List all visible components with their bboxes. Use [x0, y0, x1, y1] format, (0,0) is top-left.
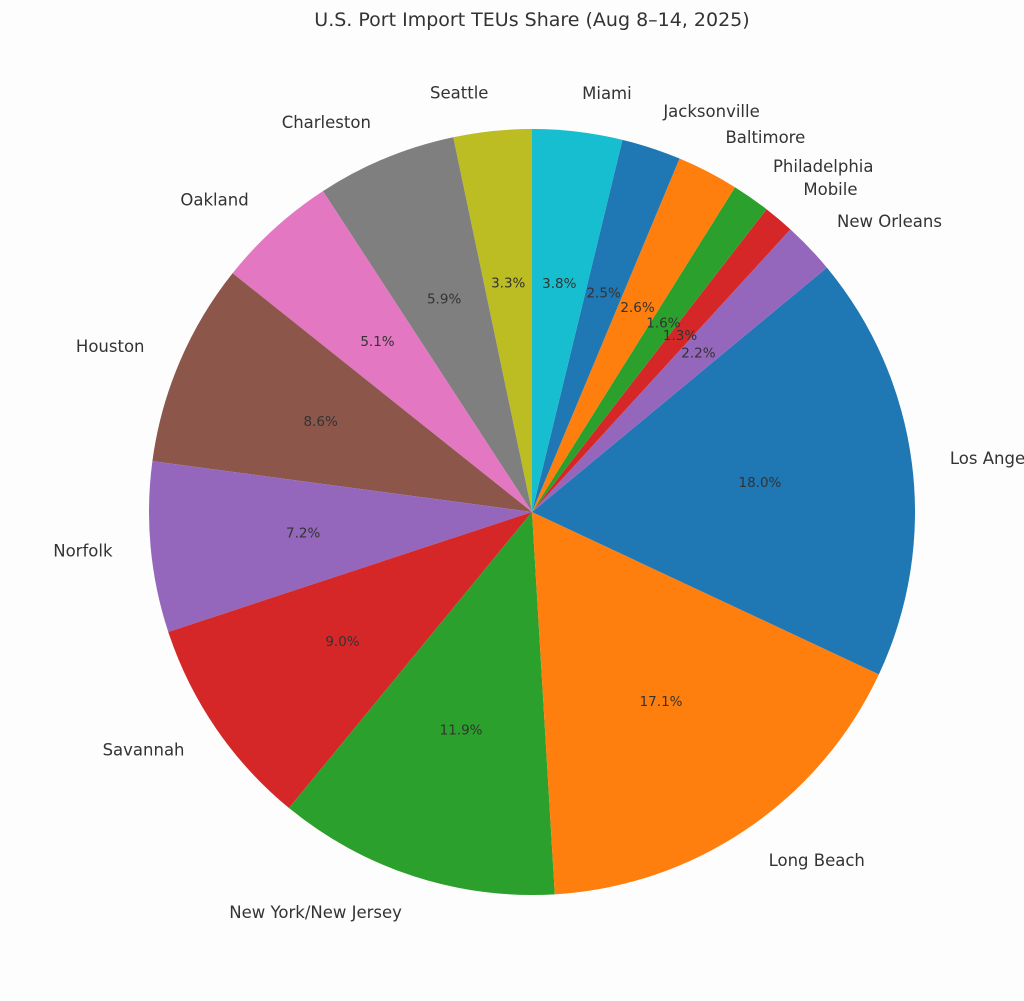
- pie-percent-label-los-angeles: 18.0%: [739, 475, 782, 491]
- pie-slice-label-mobile: Mobile: [803, 180, 857, 199]
- pie-percent-label-long-beach: 17.1%: [640, 694, 683, 710]
- pie-slice-label-charleston: Charleston: [282, 113, 371, 132]
- pie-percent-label-miami: 3.8%: [542, 276, 576, 292]
- pie-percent-labels: 3.3% 5.9% 5.1% 8.6% 7.2% 9.0% 11.9% 17.1% 18.0% 2…: [286, 275, 782, 738]
- pie-slice-label-savannah: Savannah: [103, 741, 185, 760]
- pie-slice-charleston: [322, 137, 532, 512]
- pie-percent-label-savannah: 9.0%: [325, 634, 359, 650]
- pie-percent-label-seattle: 3.3%: [491, 275, 525, 291]
- pie-slice-label-new-orleans: New Orleans: [837, 212, 942, 231]
- pie-slice-norfolk: [148, 461, 532, 632]
- pie-slice-philadelphia: [532, 187, 767, 513]
- pie-slice-label-los-angeles: Los Angeles: [950, 449, 1024, 468]
- pie-percent-label-oakland: 5.1%: [360, 334, 394, 350]
- pie-slice-mobile: [532, 209, 791, 512]
- pie-slice-label-long-beach: Long Beach: [769, 851, 865, 870]
- pie-slice-jacksonville: [532, 139, 680, 512]
- pie-slices: [148, 129, 916, 896]
- pie-percent-label-philadelphia: 1.6%: [646, 315, 680, 331]
- pie-slice-label-norfolk: Norfolk: [53, 541, 113, 560]
- pie-slice-new-york-new-jersey: [289, 512, 555, 896]
- pie-slice-label-baltimore: Baltimore: [725, 128, 805, 147]
- pie-slice-label-oakland: Oakland: [180, 191, 248, 210]
- pie-slice-long-beach: [532, 512, 879, 895]
- pie-slice-labels: Seattle Charleston Oakland Houston Norfolk Sa…: [53, 83, 1024, 922]
- pie-slice-label-miami: Miami: [582, 84, 632, 103]
- pie-slice-baltimore: [532, 158, 735, 512]
- pie-percent-label-houston: 8.6%: [303, 414, 337, 430]
- pie-percent-label-new-orleans: 2.2%: [681, 346, 715, 362]
- pie-slice-houston: [152, 273, 532, 512]
- pie-slice-label-houston: Houston: [76, 337, 145, 356]
- pie-slice-label-philadelphia: Philadelphia: [773, 157, 874, 176]
- pie-slice-miami: [532, 129, 623, 512]
- pie-percent-label-baltimore: 2.6%: [620, 300, 654, 316]
- pie-percent-label-jacksonville: 2.5%: [586, 286, 620, 302]
- pie-percent-label-mobile: 1.3%: [663, 328, 697, 344]
- pie-slice-oakland: [232, 191, 532, 513]
- pie-slice-savannah: [168, 512, 532, 809]
- pie-slice-label-new-york-new-jersey: New York/New Jersey: [229, 903, 402, 922]
- pie-slice-label-jacksonville: Jacksonville: [662, 102, 759, 121]
- pie-percent-label-new-york-new-jersey: 11.9%: [440, 723, 483, 739]
- pie-slice-los-angeles: [532, 267, 916, 675]
- pie-slice-new-orleans: [532, 229, 827, 512]
- pie-slice-seattle: [453, 129, 532, 512]
- pie-percent-label-norfolk: 7.2%: [286, 525, 320, 541]
- pie-slice-label-seattle: Seattle: [430, 83, 488, 102]
- pie-percent-label-charleston: 5.9%: [427, 292, 461, 308]
- chart-title: U.S. Port Import TEUs Share (Aug 8–14, 2…: [314, 9, 749, 31]
